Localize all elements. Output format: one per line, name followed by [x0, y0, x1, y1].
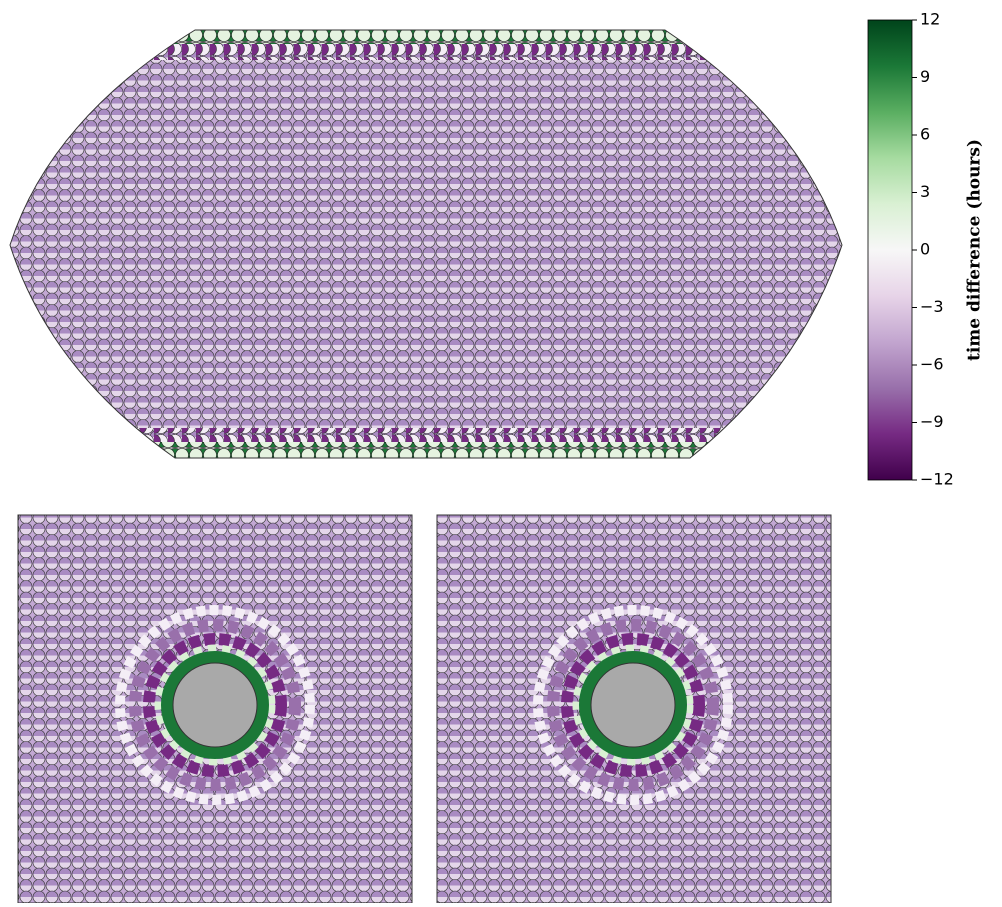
- colorbar-tick-label: 12: [920, 10, 940, 29]
- colorbar-tick-label: −6: [920, 355, 944, 374]
- colorbar-tick-label: 9: [920, 67, 930, 86]
- panel-left: [18, 515, 412, 903]
- colorbar-tick-label: −9: [920, 412, 944, 431]
- world-map: [0, 28, 850, 460]
- colorbar-tick-label: −12: [920, 470, 954, 489]
- colorbar-tick-label: 3: [920, 182, 930, 201]
- colorbar: [868, 20, 912, 480]
- colorbar-label: time difference (hours): [965, 139, 985, 361]
- figure: time difference (hours) 12 9 6 3 0 −3 −6 −9 −12: [0, 0, 1002, 903]
- panel-right: [437, 515, 831, 903]
- colorbar-tick-label: 6: [920, 125, 930, 144]
- colorbar-tick-label: −3: [920, 297, 944, 316]
- colorbar-tick-label: 0: [920, 240, 930, 259]
